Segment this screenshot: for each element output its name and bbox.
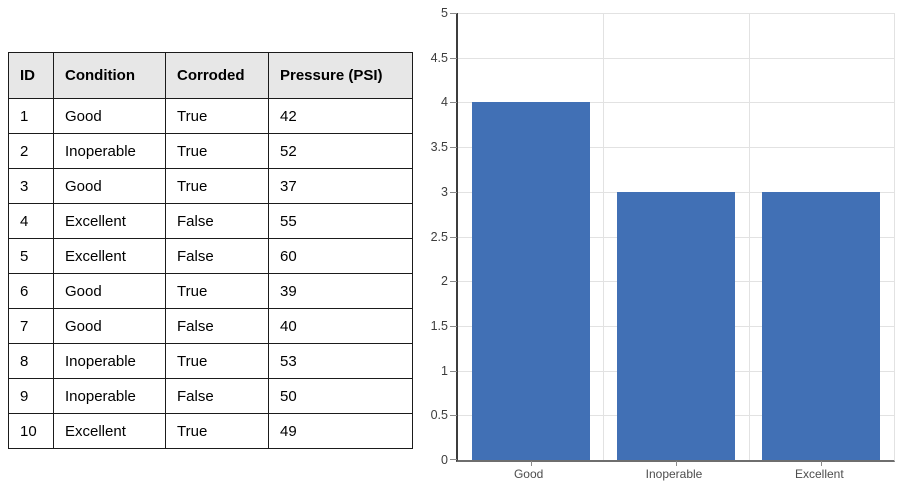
table-cell: Excellent [53, 238, 166, 274]
y-axis-label: 3.5 [430, 140, 448, 155]
table-cell: Inoperable [53, 378, 166, 414]
table-cell: True [165, 413, 269, 449]
table-cell: 53 [268, 343, 413, 379]
table-row: 7 Good False 40 [8, 308, 413, 344]
y-axis-label: 2.5 [430, 229, 448, 244]
table-cell: 4 [8, 203, 54, 239]
column-header-condition: Condition [53, 52, 166, 99]
table-cell: True [165, 168, 269, 204]
y-axis-tick [450, 415, 457, 417]
table-row: 4 Excellent False 55 [8, 203, 413, 239]
table-cell: 50 [268, 378, 413, 414]
table-row: 8 Inoperable True 53 [8, 343, 413, 379]
table-cell: 55 [268, 203, 413, 239]
y-axis-tick [450, 147, 457, 149]
table-cell: Good [53, 98, 166, 134]
table-row: 10 Excellent True 49 [8, 413, 413, 449]
table-cell: 3 [8, 168, 54, 204]
table-cell: False [165, 238, 269, 274]
table-cell: True [165, 343, 269, 379]
table-cell: False [165, 203, 269, 239]
table-cell: 1 [8, 98, 54, 134]
h-gridline [458, 147, 894, 149]
table-cell: 2 [8, 133, 54, 169]
table-cell: 39 [268, 273, 413, 309]
y-axis-tick [450, 236, 457, 238]
x-axis-label-excellent: Excellent [794, 467, 844, 481]
table-header: ID Condition Corroded Pressure (PSI) [8, 52, 413, 99]
table-cell: 10 [8, 413, 54, 449]
y-axis-label: 0.5 [430, 408, 448, 423]
x-axis-tick [530, 461, 532, 466]
table-cell: False [165, 378, 269, 414]
table-cell: 7 [8, 308, 54, 344]
table-cell: False [165, 308, 269, 344]
table-cell: 60 [268, 238, 413, 274]
table-cell: Inoperable [53, 133, 166, 169]
h-gridline [458, 57, 894, 59]
table-cell: Excellent [53, 413, 166, 449]
table-cell: 9 [8, 378, 54, 414]
table-row: 9 Inoperable False 50 [8, 378, 413, 414]
chart-plot-area [450, 13, 895, 466]
y-axis-label: 0 [441, 453, 448, 467]
table-cell: 42 [268, 98, 413, 134]
bar-good [471, 102, 590, 460]
table-cell: Inoperable [53, 343, 166, 379]
x-axis-tick [821, 461, 823, 466]
table-cell: Good [53, 308, 166, 344]
table-row: 3 Good True 37 [8, 168, 413, 204]
y-axis-label: 4.5 [430, 50, 448, 65]
table-cell: 52 [268, 133, 413, 169]
table-cell: 8 [8, 343, 54, 379]
y-axis-tick [450, 102, 457, 104]
y-axis-tick [450, 57, 457, 59]
y-axis-tick [450, 13, 457, 14]
table-cell: True [165, 98, 269, 134]
table-row: 5 Excellent False 60 [8, 238, 413, 274]
y-axis-tick [450, 191, 457, 193]
table-row: 1 Good True 42 [8, 98, 413, 134]
v-gridline [748, 13, 750, 460]
y-axis-label: 5 [441, 6, 448, 20]
bar-excellent [762, 191, 881, 460]
column-header-id: ID [8, 52, 54, 99]
table-cell: 6 [8, 273, 54, 309]
table-cell: 49 [268, 413, 413, 449]
pipe-data-table: ID Condition Corroded Pressure (PSI) 1 Good T… [8, 52, 413, 449]
x-axis-tick [676, 461, 677, 466]
table-cell: 37 [268, 168, 413, 204]
table-row: 6 Good True 39 [8, 273, 413, 309]
table-cell: Excellent [53, 203, 166, 239]
table-row: 2 Inoperable True 52 [8, 133, 413, 169]
y-axis-tick [450, 459, 457, 460]
y-axis-tick [450, 281, 457, 283]
y-axis-label: 3 [441, 184, 448, 199]
table-body: 1 Good True 42 2 Inoperable True 52 3 Good True 37 4… [8, 98, 413, 449]
h-gridline [458, 13, 894, 14]
x-axis-label-good: Good [513, 467, 544, 481]
table-cell: True [165, 273, 269, 309]
table-cell: Good [53, 273, 166, 309]
x-axis-label-inoperable: Inoperable [645, 467, 703, 481]
table-header-row: ID Condition Corroded Pressure (PSI) [8, 52, 413, 99]
y-axis-label: 1.5 [430, 318, 448, 333]
y-axis-tick [450, 370, 457, 372]
table-cell: Good [53, 168, 166, 204]
y-axis-tick [450, 325, 457, 327]
y-axis-label: 2 [441, 274, 448, 289]
column-header-corroded: Corroded [165, 52, 269, 99]
y-axis-label: 1 [441, 363, 448, 378]
v-gridline [603, 13, 605, 460]
y-axis-label: 4 [441, 95, 448, 110]
h-gridline [458, 102, 894, 104]
table-cell: True [165, 133, 269, 169]
column-header-pressure-psi: Pressure (PSI) [268, 52, 413, 99]
table-cell: 5 [8, 238, 54, 274]
bar-inoperable [617, 191, 735, 460]
table-cell: 40 [268, 308, 413, 344]
